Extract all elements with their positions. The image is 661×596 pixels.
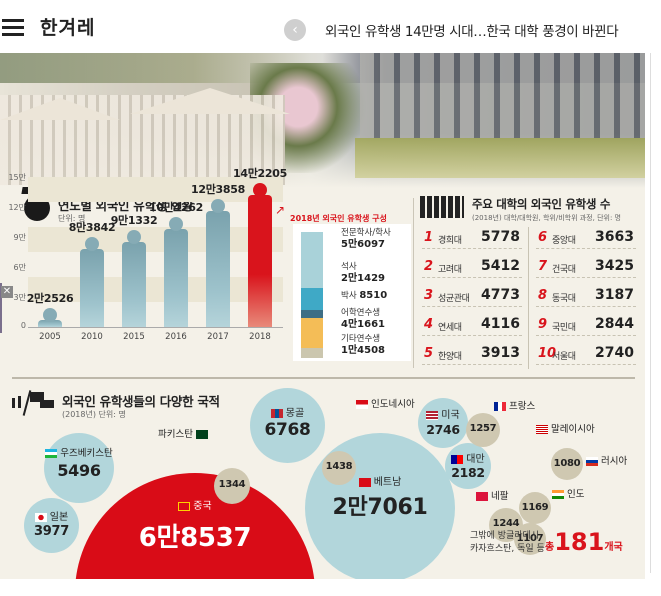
universities-title: 주요 대학의 외국인 유학생 수	[472, 197, 611, 211]
composition-stack: 전문학사/학사 5만6097 석사 2만1429 박사 8510 어학연수생 4만16…	[293, 224, 411, 361]
uni-row: 8 동국대 3187	[536, 285, 636, 307]
bubble-taiwan: 대만 2182	[445, 443, 491, 489]
bar-2018	[248, 183, 272, 327]
bar-label-2015: 9만1332	[110, 214, 158, 227]
bar-2016	[164, 217, 188, 327]
uni-row: 5 한양대 3913	[422, 343, 522, 365]
arrow-icon: ↗	[275, 203, 286, 217]
comp-label-bachelor: 전문학사/학사 5만6097	[341, 228, 391, 250]
infographic: 연도별 외국인 유학생 현황 단위: 명 15만 12만 9만 6만 3만 0 …	[0, 53, 645, 579]
other-countries-note: 그밖에 방글라데시, 카자흐스탄, 독일 등	[470, 531, 545, 554]
uni-row: 1 경희대 5778	[422, 227, 522, 249]
site-logo[interactable]: 한겨레	[40, 17, 96, 39]
label-pakistan: 파키스탄	[158, 426, 211, 440]
x-tick: 2018	[249, 332, 271, 342]
label-malaysia: 말레이시아	[536, 421, 595, 435]
top-bar: 한겨레 ‹ 외국인 유학생 14만명 시대…한국 대학 풍경이 바뀐다	[0, 0, 661, 48]
uni-row: 7 건국대 3425	[536, 256, 636, 278]
label-nepal: 네팔	[476, 488, 508, 502]
yearly-unit: 단위: 명	[58, 214, 86, 223]
bubble-indonesia: 1438	[322, 451, 356, 485]
bubble-japan: 일본 3977	[24, 498, 79, 553]
bubble-russia: 1080	[551, 448, 583, 480]
bubble-france: 1257	[466, 413, 500, 447]
bubble-malaysia: 1169	[519, 492, 551, 524]
y-tick: 12만	[8, 203, 26, 212]
uni-row: 9 국민대 2844	[536, 314, 636, 336]
bar-label-2016: 10만4262	[149, 201, 203, 214]
nationalities-title: 외국인 유학생들의 다양한 국적	[62, 394, 220, 409]
article-headline: 외국인 유학생 14만명 시대…한국 대학 풍경이 바뀐다	[325, 24, 619, 40]
bar-2015	[122, 230, 146, 327]
x-tick: 2005	[39, 332, 61, 342]
bar-label-2018: 14만2205	[233, 167, 287, 180]
comp-label-other: 기타연수생 1만4508	[341, 334, 385, 356]
label-france: 프랑스	[494, 398, 535, 412]
bar-label-2010: 8만3842	[68, 221, 116, 234]
universities-subtitle: (2018년) 대학/대학원, 학위/비학위 과정, 단위: 명	[472, 214, 621, 222]
bubble-usa: 미국 2746	[418, 398, 468, 448]
y-tick: 6만	[13, 263, 26, 272]
x-tick: 2015	[123, 332, 145, 342]
x-tick: 2017	[207, 332, 229, 342]
close-ad-icon[interactable]: ✕	[1, 286, 13, 298]
section-divider	[12, 377, 635, 379]
y-tick: 9만	[13, 233, 26, 242]
campus-photo	[0, 53, 645, 188]
label-russia: 러시아	[586, 453, 627, 467]
uni-row: 10 서울대 2740	[536, 343, 636, 365]
bar-2017	[206, 199, 230, 327]
label-indonesia: 인도네시아	[356, 396, 415, 410]
comp-label-doctor: 박사 8510	[341, 290, 388, 301]
page-border	[650, 53, 651, 573]
flags-icon	[12, 390, 54, 416]
uni-row: 6 중앙대 3663	[536, 227, 636, 249]
ad-strip	[0, 283, 2, 333]
y-tick: 0	[20, 321, 26, 330]
back-chevron-icon[interactable]: ‹	[284, 19, 306, 41]
composition-title: 2018년 외국인 유학생 구성	[290, 214, 387, 223]
total-countries: 총181개국	[545, 528, 623, 556]
bar-label-2017: 12만3858	[191, 183, 245, 196]
y-tick: 15만	[8, 173, 26, 182]
bubble-pakistan: 1344	[214, 468, 250, 504]
label-india: 인도	[552, 486, 584, 500]
yearly-bar-chart: 15만 12만 9만 6만 3만 0 2만2526 8만3842 9만1332 …	[8, 167, 287, 342]
bar-label-2005: 2만2526	[26, 292, 74, 305]
comp-label-language: 어학연수생 4만1661	[341, 308, 385, 330]
uni-row: 2 고려대 5412	[422, 256, 522, 278]
bubble-uzbekistan: 우즈베키스탄 5496	[44, 433, 114, 503]
comp-label-master: 석사 2만1429	[341, 262, 385, 284]
university-building-icon	[420, 196, 464, 218]
x-tick: 2016	[165, 332, 187, 342]
uni-row: 3 성균관대 4773	[422, 285, 522, 307]
bar-2005	[38, 308, 62, 327]
uni-row: 4 연세대 4116	[422, 314, 522, 336]
bar-2010	[80, 237, 104, 327]
x-tick: 2010	[81, 332, 103, 342]
menu-icon[interactable]	[2, 19, 24, 36]
divider	[413, 198, 414, 368]
nationalities-subtitle: (2018년) 단위: 명	[62, 410, 126, 419]
y-tick: 3만	[13, 293, 26, 302]
bubble-china: 중국 6만8537	[75, 473, 315, 579]
bubble-mongolia: 몽골 6768	[250, 388, 325, 463]
bubble-india: 1107	[514, 523, 546, 555]
